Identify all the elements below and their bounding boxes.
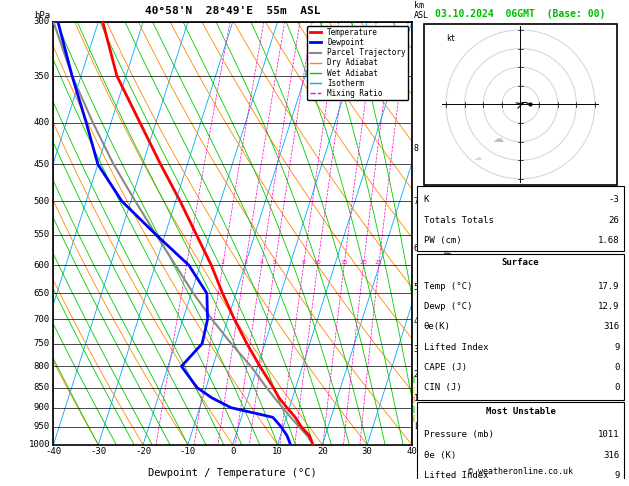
Text: 20: 20: [360, 260, 367, 265]
Text: 700: 700: [34, 315, 50, 324]
Text: 2: 2: [414, 370, 419, 380]
Bar: [417, 254, 624, 399]
Text: Dewp (°C): Dewp (°C): [423, 302, 472, 311]
Text: 750: 750: [34, 339, 50, 348]
Text: 1.68: 1.68: [598, 236, 620, 245]
Text: 450: 450: [34, 160, 50, 169]
Text: 12.9: 12.9: [598, 302, 620, 311]
Text: 03.10.2024  06GMT  (Base: 00): 03.10.2024 06GMT (Base: 00): [435, 9, 606, 18]
Text: 2: 2: [221, 260, 225, 265]
Text: Dewpoint / Temperature (°C): Dewpoint / Temperature (°C): [148, 468, 317, 478]
Text: 300: 300: [34, 17, 50, 26]
Text: 10: 10: [314, 260, 321, 265]
Text: LCL: LCL: [414, 422, 429, 431]
Text: -10: -10: [180, 447, 196, 456]
Text: hPa: hPa: [34, 11, 50, 20]
Text: Mixing Ratio (g/kg): Mixing Ratio (g/kg): [443, 186, 452, 281]
Text: θe(K): θe(K): [423, 322, 450, 331]
Text: 9: 9: [614, 343, 620, 352]
Text: km
ASL: km ASL: [414, 1, 429, 20]
Text: Temp (°C): Temp (°C): [423, 281, 472, 291]
Text: θe (K): θe (K): [423, 451, 456, 460]
Text: 0: 0: [614, 383, 620, 393]
Text: 7: 7: [414, 197, 419, 206]
Text: CAPE (J): CAPE (J): [423, 363, 467, 372]
Text: 3: 3: [243, 260, 247, 265]
Text: 400: 400: [34, 119, 50, 127]
Text: 600: 600: [34, 261, 50, 270]
Text: 0: 0: [230, 447, 235, 456]
Text: 1: 1: [184, 260, 189, 265]
Text: 26: 26: [609, 216, 620, 225]
Text: 9: 9: [614, 471, 620, 480]
Text: 650: 650: [34, 289, 50, 298]
Text: Totals Totals: Totals Totals: [423, 216, 493, 225]
Text: -3: -3: [609, 195, 620, 204]
Text: Most Unstable: Most Unstable: [486, 407, 555, 416]
Text: 316: 316: [603, 322, 620, 331]
Text: 1: 1: [414, 395, 419, 403]
Text: 950: 950: [34, 422, 50, 431]
Text: PW (cm): PW (cm): [423, 236, 461, 245]
Text: Surface: Surface: [502, 258, 539, 267]
Text: 550: 550: [34, 230, 50, 239]
Text: 0: 0: [614, 363, 620, 372]
Text: 40: 40: [406, 447, 418, 456]
Text: -30: -30: [90, 447, 106, 456]
Text: 6: 6: [414, 244, 419, 253]
Text: 900: 900: [34, 403, 50, 412]
Text: © weatheronline.co.uk: © weatheronline.co.uk: [468, 468, 573, 476]
Text: 30: 30: [362, 447, 372, 456]
Text: 20: 20: [317, 447, 328, 456]
Text: 850: 850: [34, 383, 50, 392]
Text: 800: 800: [34, 362, 50, 371]
Text: Lifted Index: Lifted Index: [423, 343, 488, 352]
Text: Lifted Index: Lifted Index: [423, 471, 488, 480]
Text: 1000: 1000: [28, 440, 50, 449]
Text: CIN (J): CIN (J): [423, 383, 461, 393]
Text: 4: 4: [414, 317, 419, 327]
Bar: [417, 186, 624, 251]
Text: Pressure (mb): Pressure (mb): [423, 431, 493, 439]
Bar: [423, 24, 618, 185]
Text: 3: 3: [414, 345, 419, 354]
Bar: [417, 402, 624, 486]
Text: 40°58'N  28°49'E  55m  ASL: 40°58'N 28°49'E 55m ASL: [145, 5, 321, 16]
Text: 5: 5: [414, 283, 419, 293]
Text: 8: 8: [414, 144, 419, 153]
Text: 316: 316: [603, 451, 620, 460]
Text: 10: 10: [272, 447, 283, 456]
Text: 5: 5: [273, 260, 277, 265]
Text: -40: -40: [45, 447, 62, 456]
Text: -20: -20: [135, 447, 151, 456]
Text: 25: 25: [375, 260, 383, 265]
Text: 500: 500: [34, 197, 50, 206]
Text: 1011: 1011: [598, 431, 620, 439]
Text: 350: 350: [34, 71, 50, 81]
Text: 17.9: 17.9: [598, 281, 620, 291]
Text: 4: 4: [260, 260, 264, 265]
Text: K: K: [423, 195, 429, 204]
Text: 15: 15: [340, 260, 348, 265]
Text: 8: 8: [302, 260, 306, 265]
Legend: Temperature, Dewpoint, Parcel Trajectory, Dry Adiabat, Wet Adiabat, Isotherm, Mi: Temperature, Dewpoint, Parcel Trajectory…: [308, 26, 408, 100]
